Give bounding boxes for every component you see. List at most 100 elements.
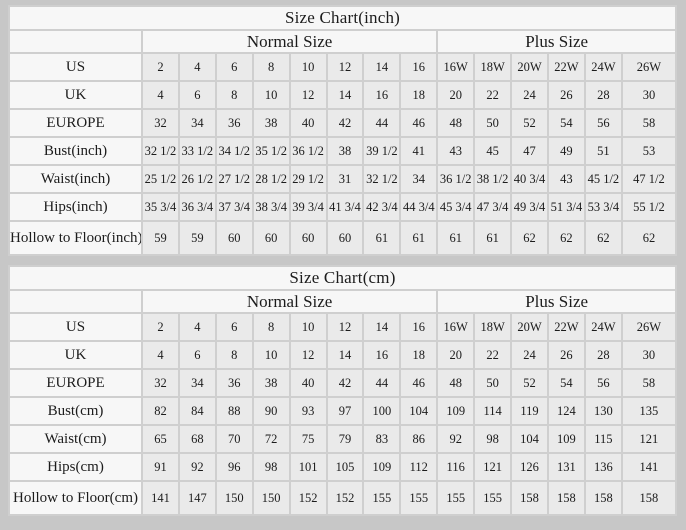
table-row: Hollow to Floor(inch) 59 59 60 60 60 60 61 61 61 6… <box>10 222 675 254</box>
size-cell: 46 <box>401 110 437 136</box>
size-cell: 55 1/2 <box>622 194 675 220</box>
size-cell: 43 <box>438 138 474 164</box>
size-cell: 28 <box>585 82 621 108</box>
size-cell: 155 <box>475 482 511 514</box>
size-cell: 10 <box>290 314 326 340</box>
size-cell: 130 <box>585 398 621 424</box>
size-cell: 24 <box>512 342 547 368</box>
size-chart-page: Size Chart(inch) Normal Size Plus Size US 2 4… <box>8 5 677 516</box>
table-row: Hips(inch) 35 3/4 36 3/4 37 3/4 38 3/4 39 3/4… <box>10 194 675 220</box>
size-cell: 54 <box>548 110 584 136</box>
size-cell: 14 <box>364 54 400 80</box>
size-cell: 58 <box>622 110 675 136</box>
size-cell: 38 3/4 <box>253 194 289 220</box>
size-cell: 4 <box>179 54 215 80</box>
size-cell: 8 <box>216 342 252 368</box>
size-cell: 61 <box>475 222 511 254</box>
size-cell: 20 <box>438 342 474 368</box>
size-cell: 51 3/4 <box>548 194 584 220</box>
table-title: Size Chart(inch) <box>10 7 675 29</box>
size-cell: 46 <box>401 370 437 396</box>
size-cell: 112 <box>401 454 437 480</box>
size-cell: 92 <box>179 454 215 480</box>
size-cell: 101 <box>290 454 326 480</box>
size-cell: 20W <box>512 314 547 340</box>
size-cell: 34 <box>179 370 215 396</box>
size-cell: 29 1/2 <box>290 166 326 192</box>
size-cell: 109 <box>438 398 474 424</box>
size-cell: 12 <box>290 82 326 108</box>
size-cell: 79 <box>327 426 363 452</box>
size-cell: 48 <box>438 370 474 396</box>
size-cell: 44 <box>364 370 400 396</box>
table-row: Hips(cm) 91 92 96 98 101 105 109 112 116 121 126 131… <box>10 454 675 480</box>
size-cell: 16W <box>438 314 474 340</box>
size-chart-cm-body: Size Chart(cm) Normal Size Plus Size US 2 4 6 8… <box>10 267 675 514</box>
size-cell: 49 3/4 <box>512 194 547 220</box>
size-cell: 90 <box>253 398 289 424</box>
size-cell: 36 <box>216 370 252 396</box>
table-row: UK 4 6 8 10 12 14 16 18 20 22 24 26 28 30 <box>10 342 675 368</box>
size-cell: 52 <box>512 110 547 136</box>
size-cell: 40 <box>290 370 326 396</box>
size-cell: 131 <box>548 454 584 480</box>
size-cell: 155 <box>364 482 400 514</box>
size-cell: 8 <box>216 82 252 108</box>
size-cell: 51 <box>585 138 621 164</box>
size-cell: 40 3/4 <box>512 166 547 192</box>
size-cell: 24 <box>512 82 547 108</box>
size-cell: 34 <box>401 166 437 192</box>
table-row: EUROPE 32 34 36 38 40 42 44 46 48 50 52 54 56 58 <box>10 370 675 396</box>
size-cell: 109 <box>548 426 584 452</box>
group-header-row: Normal Size Plus Size <box>10 31 675 52</box>
size-chart-inch-table: Size Chart(inch) Normal Size Plus Size US 2 4… <box>8 5 677 256</box>
size-cell: 61 <box>438 222 474 254</box>
size-cell: 98 <box>475 426 511 452</box>
size-cell: 100 <box>364 398 400 424</box>
size-cell: 31 <box>327 166 363 192</box>
table-row: Hollow to Floor(cm) 141 147 150 150 152 152 155… <box>10 482 675 514</box>
size-cell: 158 <box>548 482 584 514</box>
size-cell: 158 <box>622 482 675 514</box>
size-cell: 47 <box>512 138 547 164</box>
size-cell: 61 <box>364 222 400 254</box>
table-row: Bust(cm) 82 84 88 90 93 97 100 104 109 114 119 124 13… <box>10 398 675 424</box>
size-cell: 14 <box>364 314 400 340</box>
table-row: EUROPE 32 34 36 38 40 42 44 46 48 50 52 54 56 58 <box>10 110 675 136</box>
size-chart-inch-body: Size Chart(inch) Normal Size Plus Size US 2 4… <box>10 7 675 254</box>
size-cell: 35 1/2 <box>253 138 289 164</box>
size-cell: 22 <box>475 342 511 368</box>
size-cell: 18 <box>401 342 437 368</box>
size-cell: 35 3/4 <box>143 194 178 220</box>
size-cell: 6 <box>179 82 215 108</box>
table-title: Size Chart(cm) <box>10 267 675 289</box>
size-cell: 62 <box>548 222 584 254</box>
row-label: Hollow to Floor(inch) <box>10 222 141 254</box>
table-row: Waist(cm) 65 68 70 72 75 79 83 86 92 98 104 109 115 12… <box>10 426 675 452</box>
size-cell: 62 <box>622 222 675 254</box>
size-cell: 16 <box>364 82 400 108</box>
size-cell: 42 <box>327 110 363 136</box>
size-cell: 58 <box>622 370 675 396</box>
size-cell: 2 <box>143 314 178 340</box>
size-cell: 4 <box>143 82 178 108</box>
size-cell: 141 <box>622 454 675 480</box>
size-cell: 30 <box>622 342 675 368</box>
size-cell: 152 <box>290 482 326 514</box>
row-label: US <box>10 314 141 340</box>
size-cell: 104 <box>512 426 547 452</box>
table-row: US 2 4 6 8 10 12 14 16 16W 18W 20W 22W 24W 26W <box>10 54 675 80</box>
size-cell: 126 <box>512 454 547 480</box>
size-cell: 12 <box>327 54 363 80</box>
row-label: Waist(cm) <box>10 426 141 452</box>
size-cell: 62 <box>585 222 621 254</box>
size-cell: 36 1/2 <box>290 138 326 164</box>
size-cell: 6 <box>216 54 252 80</box>
size-cell: 45 3/4 <box>438 194 474 220</box>
row-label: EUROPE <box>10 110 141 136</box>
size-cell: 10 <box>290 54 326 80</box>
table-title-row: Size Chart(cm) <box>10 267 675 289</box>
size-cell: 115 <box>585 426 621 452</box>
size-cell: 22W <box>548 314 584 340</box>
row-label: UK <box>10 342 141 368</box>
